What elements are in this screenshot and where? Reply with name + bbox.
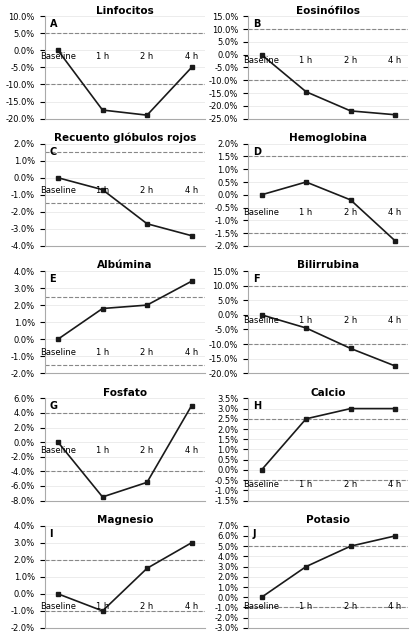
Text: 1 h: 1 h (96, 187, 109, 196)
Title: Recuento glóbulos rojos: Recuento glóbulos rojos (53, 132, 195, 143)
Text: 2 h: 2 h (140, 348, 153, 357)
Text: 4 h: 4 h (185, 446, 198, 455)
Text: 4 h: 4 h (185, 348, 198, 357)
Text: 2 h: 2 h (343, 480, 356, 489)
Text: 4 h: 4 h (185, 603, 198, 612)
Text: 4 h: 4 h (185, 52, 198, 61)
Text: A: A (49, 19, 57, 29)
Text: 4 h: 4 h (387, 316, 401, 325)
Text: C: C (49, 147, 57, 157)
Text: 2 h: 2 h (140, 603, 153, 612)
Text: Baseline: Baseline (40, 446, 76, 455)
Text: 4 h: 4 h (387, 208, 401, 217)
Text: Baseline: Baseline (40, 348, 76, 357)
Text: Baseline: Baseline (243, 56, 279, 65)
Text: J: J (252, 529, 256, 539)
Title: Fosfato: Fosfato (102, 388, 147, 397)
Text: 1 h: 1 h (96, 446, 109, 455)
Text: 2 h: 2 h (140, 187, 153, 196)
Text: Baseline: Baseline (40, 52, 76, 61)
Text: Baseline: Baseline (243, 480, 279, 489)
Text: H: H (252, 401, 261, 412)
Text: 1 h: 1 h (299, 480, 312, 489)
Text: 4 h: 4 h (185, 187, 198, 196)
Text: 4 h: 4 h (387, 56, 401, 65)
Text: 1 h: 1 h (96, 603, 109, 612)
Title: Hemoglobina: Hemoglobina (289, 133, 366, 143)
Text: 2 h: 2 h (343, 56, 356, 65)
Title: Calcio: Calcio (310, 388, 345, 397)
Title: Linfocitos: Linfocitos (96, 6, 153, 15)
Text: F: F (252, 274, 259, 284)
Text: Baseline: Baseline (40, 187, 76, 196)
Text: 1 h: 1 h (96, 52, 109, 61)
Text: 1 h: 1 h (299, 603, 312, 612)
Text: Baseline: Baseline (243, 208, 279, 217)
Text: 2 h: 2 h (343, 208, 356, 217)
Text: Baseline: Baseline (40, 603, 76, 612)
Title: Magnesio: Magnesio (96, 515, 153, 525)
Text: 4 h: 4 h (387, 480, 401, 489)
Title: Bilirrubina: Bilirrubina (297, 260, 358, 270)
Text: E: E (49, 274, 56, 284)
Text: B: B (252, 19, 260, 29)
Text: I: I (49, 529, 53, 539)
Text: G: G (49, 401, 57, 412)
Text: 1 h: 1 h (299, 56, 312, 65)
Text: Baseline: Baseline (243, 316, 279, 325)
Title: Albúmina: Albúmina (97, 260, 152, 270)
Text: Baseline: Baseline (243, 603, 279, 612)
Text: 2 h: 2 h (140, 446, 153, 455)
Text: D: D (252, 147, 260, 157)
Text: 1 h: 1 h (299, 208, 312, 217)
Text: 1 h: 1 h (96, 348, 109, 357)
Text: 2 h: 2 h (343, 603, 356, 612)
Text: 2 h: 2 h (343, 316, 356, 325)
Text: 4 h: 4 h (387, 603, 401, 612)
Text: 2 h: 2 h (140, 52, 153, 61)
Title: Potasio: Potasio (306, 515, 349, 525)
Text: 1 h: 1 h (299, 316, 312, 325)
Title: Eosinófilos: Eosinófilos (296, 6, 359, 15)
